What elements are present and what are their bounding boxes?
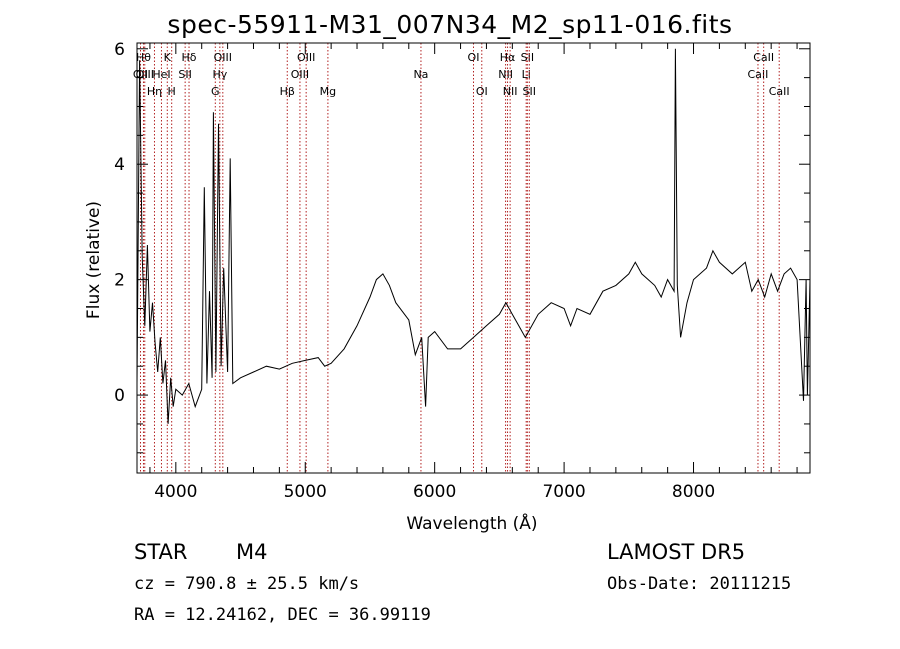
spectral-line-label: G (211, 85, 220, 98)
observation-date: Obs-Date: 20111215 (607, 574, 792, 594)
spectral-subclass: M4 (236, 540, 268, 564)
spectral-line-label: CaII (753, 51, 774, 64)
spectral-line-label: CaII (748, 68, 769, 81)
x-tick-label: 7000 (542, 482, 585, 502)
spectral-line-label: OI (476, 85, 488, 98)
spectral-line-label: SII (523, 85, 536, 98)
object-class: STAR (134, 540, 188, 564)
spectral-line-label: K (164, 51, 172, 64)
spectral-line-label: NII (498, 68, 513, 81)
x-tick-label: 5000 (284, 482, 327, 502)
spectral-line-label: Hγ (212, 68, 227, 81)
y-axis-label: Flux (relative) (84, 201, 104, 319)
spectral-line-label: OIII (136, 68, 154, 81)
spectral-line-label: CaII (769, 85, 790, 98)
x-tick-label: 4000 (154, 482, 197, 502)
spectral-line-label: Hδ (182, 51, 197, 64)
spectral-line-label: NII (503, 85, 518, 98)
spectral-line-label: HeI (152, 68, 170, 81)
spectral-line-label: OIII (297, 51, 315, 64)
y-tick-label: 2 (114, 271, 125, 291)
ra-dec-coordinates: RA = 12.24162, DEC = 36.99119 (134, 605, 431, 625)
y-tick-label: 4 (114, 155, 125, 175)
spectral-line-label: Li (522, 68, 531, 81)
x-tick-label: 6000 (413, 482, 456, 502)
spectral-line-label: Hη (147, 85, 162, 98)
line-markers: OIIHθOIIIHηHeIKHSIIHδGHγOIIIHβOIIIOIIIMg… (133, 43, 790, 473)
spectral-line-label: Hα (500, 51, 516, 64)
spectral-line-label: OI (468, 51, 480, 64)
plot-axes (136, 42, 811, 474)
spectral-line-label: SII (178, 68, 191, 81)
spectral-line-label: Mg (320, 85, 336, 98)
y-tick-label: 0 (114, 386, 125, 406)
plot-frame (136, 42, 811, 474)
redshift-cz: cz = 790.8 ± 25.5 km/s (134, 574, 360, 594)
spectral-line-label: SII (521, 51, 534, 64)
spectral-line-label: Na (413, 68, 428, 81)
spectrum-trace (136, 48, 811, 424)
spectral-line-label: Hβ (280, 85, 295, 98)
tick-labels: 4000 5000 6000 7000 8000 0 2 4 6 (114, 40, 715, 502)
spectral-line-label: OIII (214, 51, 232, 64)
spectral-line-label: OIII (291, 68, 309, 81)
x-axis-label: Wavelength (Å) (406, 512, 537, 534)
x-tick-label: 8000 (672, 482, 715, 502)
spectrum-line (136, 48, 811, 424)
survey-name: LAMOST DR5 (607, 540, 746, 564)
spectral-line-label: Hθ (136, 51, 151, 64)
spectral-line-label: H (168, 85, 176, 98)
chart-title: spec-55911-M31_007N34_M2_sp11-016.fits (167, 10, 733, 39)
y-tick-label: 6 (114, 40, 125, 60)
